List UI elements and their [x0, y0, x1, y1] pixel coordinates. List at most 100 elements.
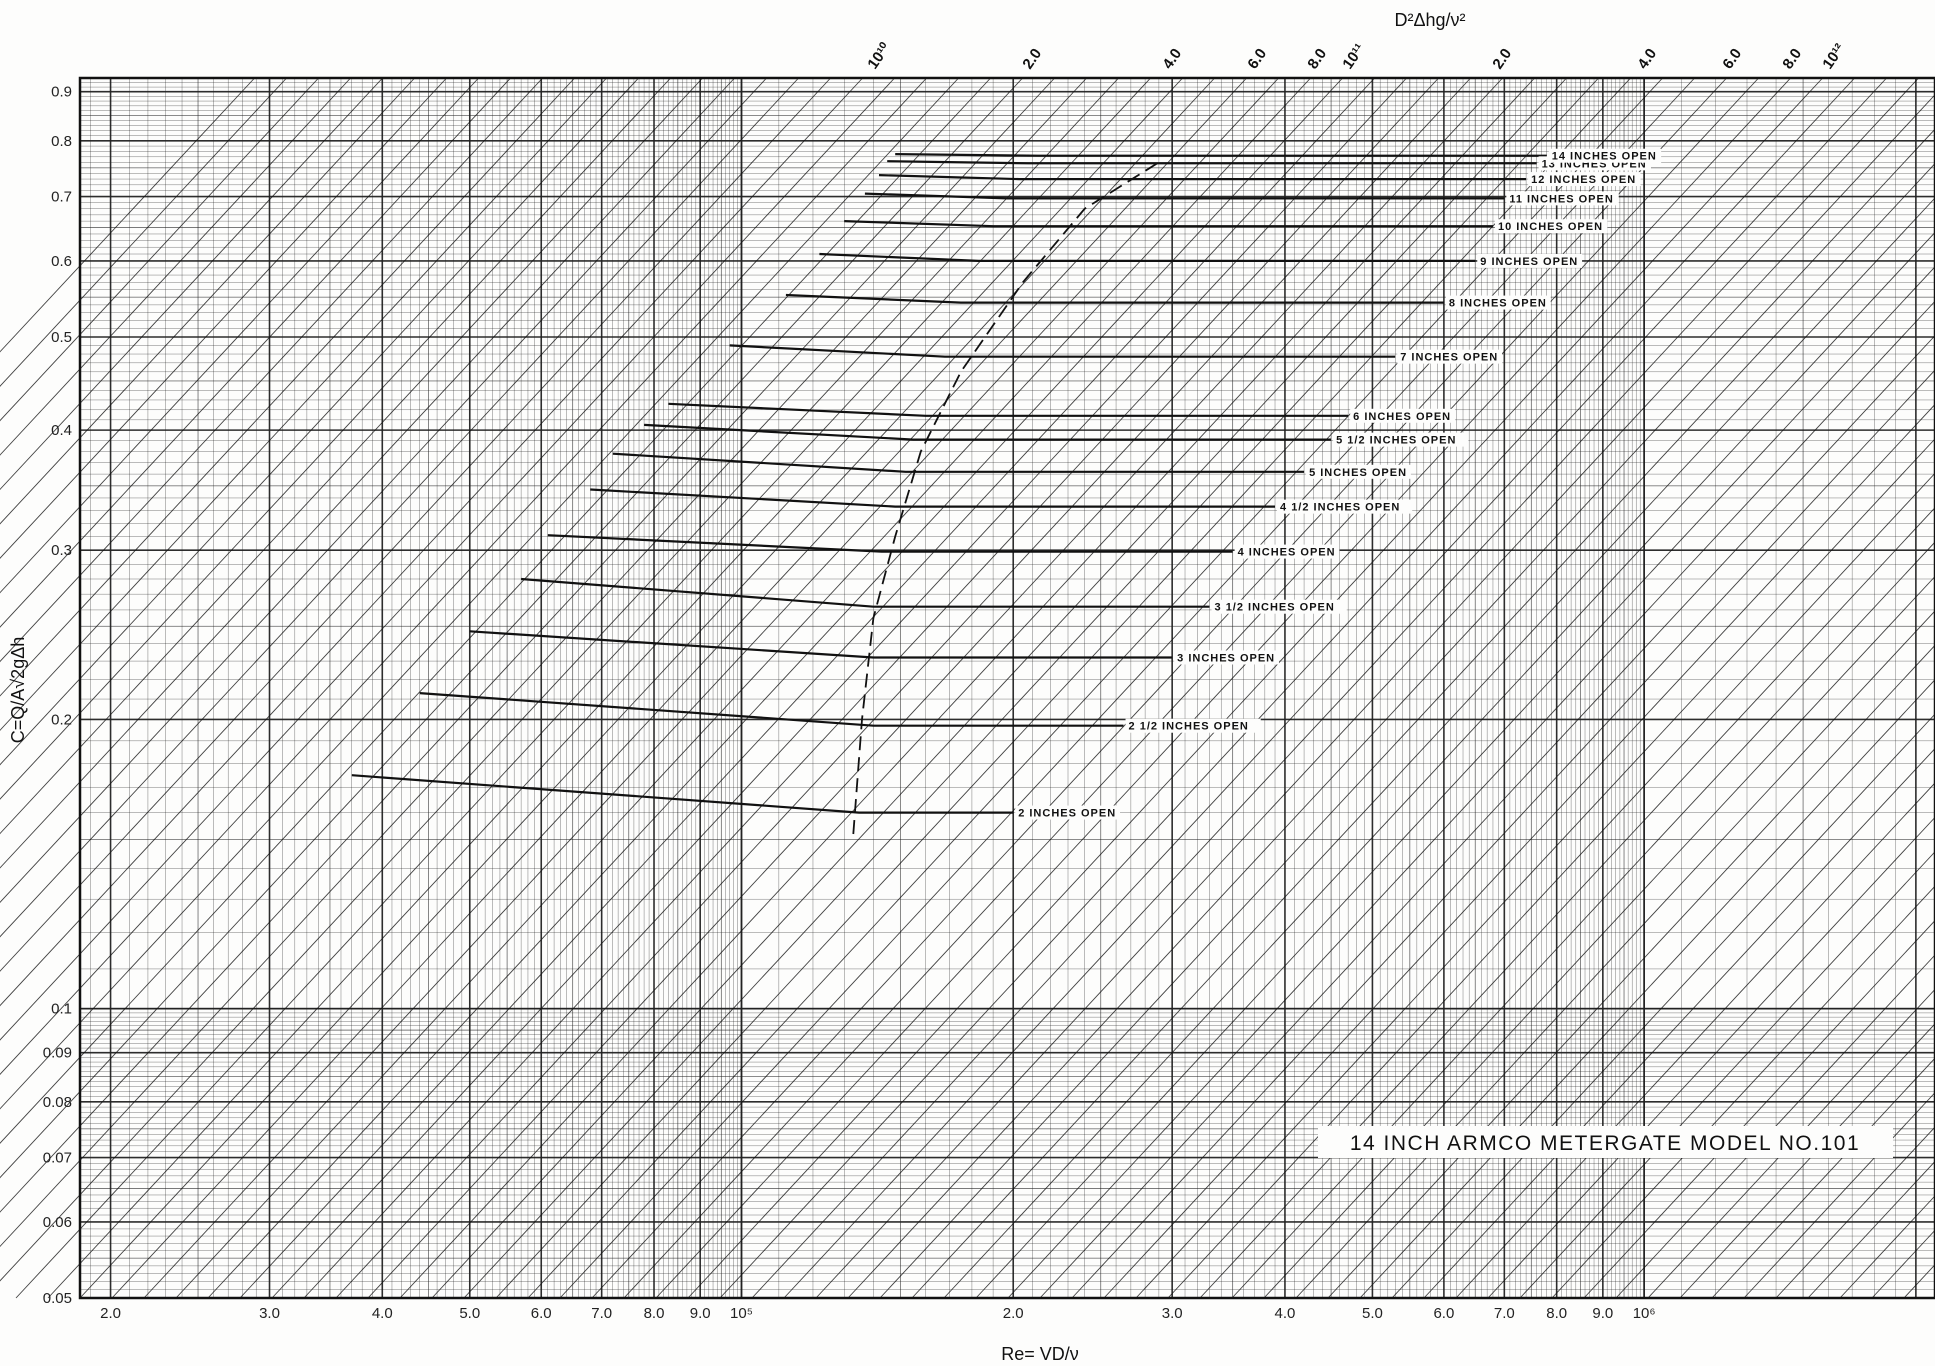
- constant-parameter-diagonal: [0, 77, 479, 594]
- curve-label: 2 INCHES OPEN: [1018, 808, 1116, 820]
- discharge-curve: [819, 252, 1476, 262]
- plot-frame: [78, 76, 1935, 1300]
- constant-parameter-diagonal: [847, 128, 1935, 1299]
- constant-parameter-diagonal: [1039, 334, 1935, 1299]
- curve-label: 5 1/2 INCHES OPEN: [1336, 435, 1456, 447]
- y-tick-label: 0.3: [51, 542, 72, 559]
- curve-label-background: [1125, 718, 1261, 733]
- curve-label-background: [1528, 172, 1641, 187]
- curve-label-background: [1477, 253, 1583, 268]
- curve-label: 3 1/2 INCHES OPEN: [1215, 602, 1335, 614]
- constant-parameter-diagonal: [0, 77, 959, 1110]
- curve-label-background: [1234, 544, 1340, 559]
- constant-parameter-diagonal: [175, 77, 1311, 1299]
- constant-parameter-diagonal: [1263, 575, 1935, 1299]
- curve-label-background: [1445, 295, 1551, 310]
- constant-parameter-diagonal: [1519, 851, 1935, 1299]
- curve-label-background: [1350, 408, 1455, 423]
- curve-label-background: [1174, 650, 1279, 665]
- y-tick-label: 0.09: [43, 1045, 72, 1062]
- curve-label: 7 INCHES OPEN: [1400, 352, 1498, 364]
- constant-parameter-diagonal: [0, 77, 863, 1007]
- constant-parameter-diagonal: [1743, 1091, 1935, 1299]
- curve-label: 4 INCHES OPEN: [1238, 547, 1336, 559]
- constant-parameter-diagonal: [0, 77, 351, 456]
- x-tick-label: 5.0: [1362, 1305, 1383, 1322]
- y-tick-label: 0.6: [51, 253, 72, 270]
- constant-parameter-diagonal: [0, 77, 319, 422]
- constant-parameter-diagonal: [207, 77, 1343, 1299]
- constant-parameter-diagonal: [1295, 610, 1935, 1299]
- constant-parameter-diagonal: [79, 77, 1215, 1299]
- x-tick-label: 7.0: [1494, 1305, 1515, 1322]
- constant-parameter-diagonal: [0, 77, 831, 972]
- curve-label: 14 INCHES OPEN: [1552, 151, 1657, 163]
- constant-parameter-diagonal: [1551, 885, 1935, 1299]
- y-tick-label: 0.08: [43, 1094, 72, 1111]
- constant-parameter-diagonal: [367, 77, 1503, 1299]
- curve-label: 2 1/2 INCHES OPEN: [1129, 721, 1249, 733]
- discharge-curve: [351, 774, 1014, 814]
- x-tick-label: 6.0: [531, 1305, 552, 1322]
- discharge-curve: [419, 692, 1124, 727]
- constant-parameter-diagonal: [719, 77, 1855, 1299]
- constant-parameter-diagonal: [0, 77, 767, 903]
- constant-parameter-diagonal: [0, 77, 255, 353]
- curve-label-background: [1015, 805, 1121, 820]
- y-tick-label: 0.8: [51, 133, 72, 150]
- constant-parameter-diagonal: [47, 77, 1183, 1299]
- x-tick-label: 4.0: [372, 1305, 393, 1322]
- x-tick-label: 8.0: [1546, 1305, 1567, 1322]
- constant-parameter-diagonal: [143, 77, 1279, 1299]
- constant-parameter-diagonal: [0, 77, 511, 628]
- constant-parameter-diagonal: [783, 77, 1919, 1299]
- curve-label-background: [1506, 191, 1619, 206]
- constant-parameter-diagonal: [431, 77, 1567, 1299]
- constant-parameter-diagonal: [1231, 541, 1935, 1299]
- x-tick-label: 8.0: [644, 1305, 665, 1322]
- curve-label-background: [1333, 432, 1469, 447]
- x-tick-label: 9.0: [1592, 1305, 1613, 1322]
- constant-parameter-diagonal: [0, 77, 1087, 1248]
- constant-parameter-diagonal: [1135, 438, 1935, 1299]
- constant-parameter-diagonal: [623, 77, 1759, 1299]
- constant-parameter-diagonal: [463, 77, 1599, 1299]
- x-tick-label: 6.0: [1433, 1305, 1454, 1322]
- constant-parameter-diagonal: [1199, 507, 1935, 1299]
- top-axis-label: D²Δhg/ν²: [1394, 10, 1465, 30]
- constant-parameter-diagonal: [943, 231, 1935, 1299]
- y-axis-label: C=Q/A√2gΔh: [8, 637, 28, 743]
- constant-parameter-diagonal: [0, 77, 1023, 1179]
- y-tick-label: 0.06: [43, 1214, 72, 1231]
- discharge-curve: [590, 488, 1275, 508]
- constant-parameter-diagonal: [815, 94, 1935, 1299]
- curve-label-background: [1306, 464, 1411, 479]
- constant-parameter-diagonal: [0, 77, 639, 766]
- constant-parameter-diagonal: [1103, 403, 1935, 1299]
- discharge-curve: [864, 192, 1505, 200]
- dashed-boundary-line: [852, 161, 1160, 835]
- discharge-curve: [644, 423, 1332, 441]
- y-tick-label: 0.05: [43, 1290, 72, 1307]
- constant-parameter-diagonal: [0, 77, 543, 663]
- discharge-curve: [547, 534, 1233, 553]
- constant-parameter-diagonal: [0, 77, 735, 869]
- y-tick-label: 0.7: [51, 189, 72, 206]
- x-tick-label: 5.0: [459, 1305, 480, 1322]
- x-tick-label: 3.0: [259, 1305, 280, 1322]
- model-title: 14 INCH ARMCO METERGATE MODEL NO.101: [1350, 1132, 1860, 1155]
- discharge-curve: [887, 160, 1537, 165]
- constant-parameter-diagonal: [0, 77, 1055, 1213]
- model-title-box: [1318, 1126, 1893, 1158]
- grid-lines: [80, 77, 1935, 1299]
- dashed-transition-boundary: [852, 161, 1160, 835]
- constant-parameter-diagonal: [0, 77, 895, 1041]
- constant-parameter-diagonal: [0, 77, 991, 1144]
- constant-parameter-diagonal: [0, 77, 799, 938]
- constant-parameter-diagonal: [303, 77, 1439, 1299]
- curve-label: 6 INCHES OPEN: [1353, 411, 1451, 423]
- x-tick-label: 2.0: [100, 1305, 121, 1322]
- discharge-curve: [878, 174, 1527, 181]
- discharge-curves: [351, 153, 1547, 814]
